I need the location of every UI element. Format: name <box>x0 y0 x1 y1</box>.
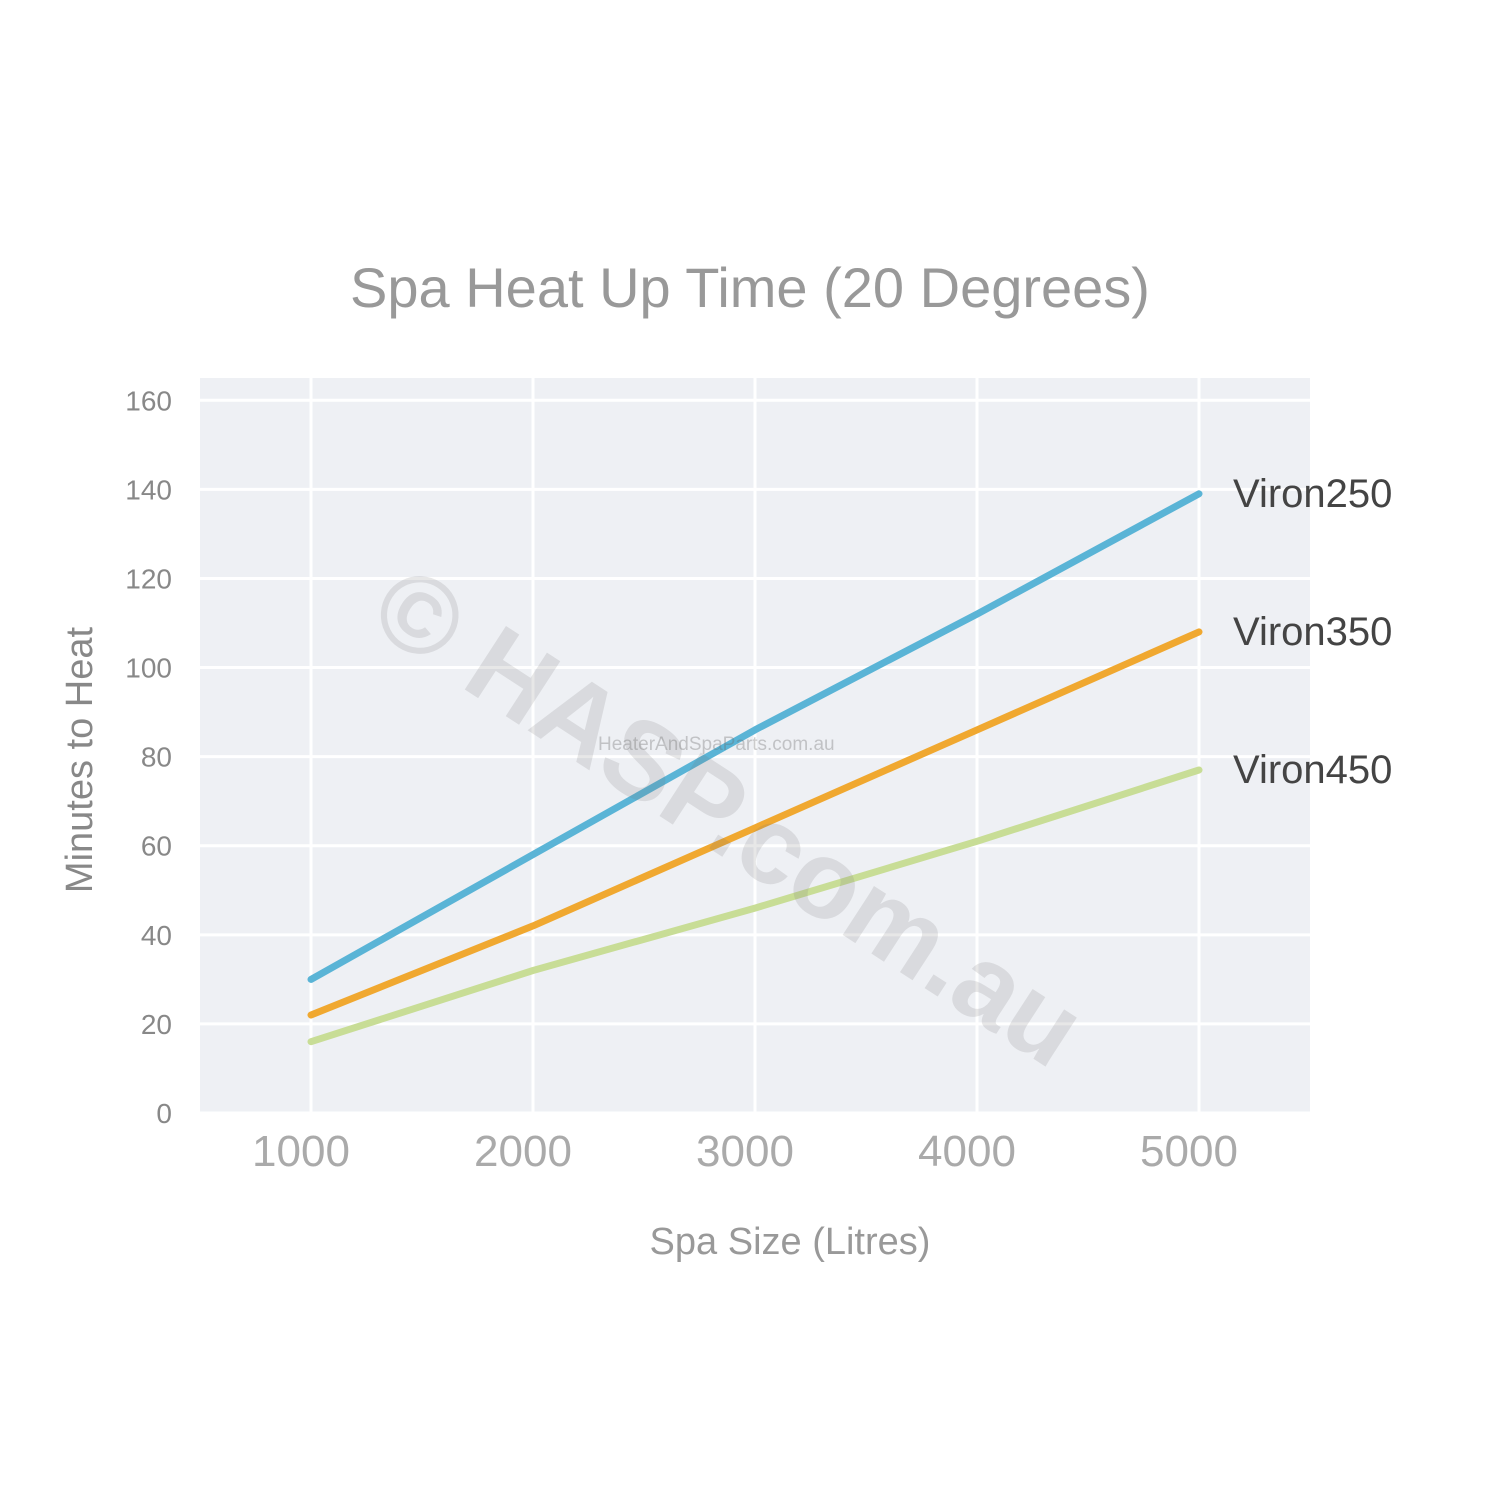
series-label: Viron450 <box>1233 748 1392 792</box>
series-label: Viron250 <box>1233 472 1392 516</box>
y-tick-label: 100 <box>125 653 172 684</box>
watermark-sub: HeaterAndSpaParts.com.au <box>598 734 835 755</box>
y-tick-label: 20 <box>141 1009 172 1040</box>
y-tick-label: 60 <box>141 831 172 862</box>
series-line <box>307 490 1203 983</box>
series-line <box>307 766 1203 1046</box>
x-tick-label: 2000 <box>474 1127 572 1176</box>
y-tick-label: 80 <box>141 742 172 773</box>
y-tick-label: 120 <box>125 563 172 594</box>
y-tick-label: 0 <box>156 1098 172 1129</box>
series-line <box>307 628 1203 1019</box>
x-tick-label: 3000 <box>696 1127 794 1176</box>
series-labels: Viron250 Viron350 Viron450 <box>1233 472 1392 792</box>
series-label: Viron350 <box>1233 610 1392 654</box>
series-lines <box>307 490 1203 1046</box>
x-tick-label: 1000 <box>252 1127 350 1176</box>
tick-labels: 0 20 40 60 80 100 120 140 160 1000 2000 3000 4000 500… <box>125 385 1238 1176</box>
y-tick-label: 40 <box>141 920 172 951</box>
y-tick-label: 160 <box>125 385 172 416</box>
x-axis-label: Spa Size (Litres) <box>650 1221 931 1263</box>
chart-title: Spa Heat Up Time (20 Degrees) <box>350 256 1150 319</box>
y-axis-label: Minutes to Heat <box>59 626 101 893</box>
y-tick-label: 140 <box>125 474 172 505</box>
x-tick-label: 5000 <box>1140 1127 1238 1176</box>
x-tick-label: 4000 <box>918 1127 1016 1176</box>
